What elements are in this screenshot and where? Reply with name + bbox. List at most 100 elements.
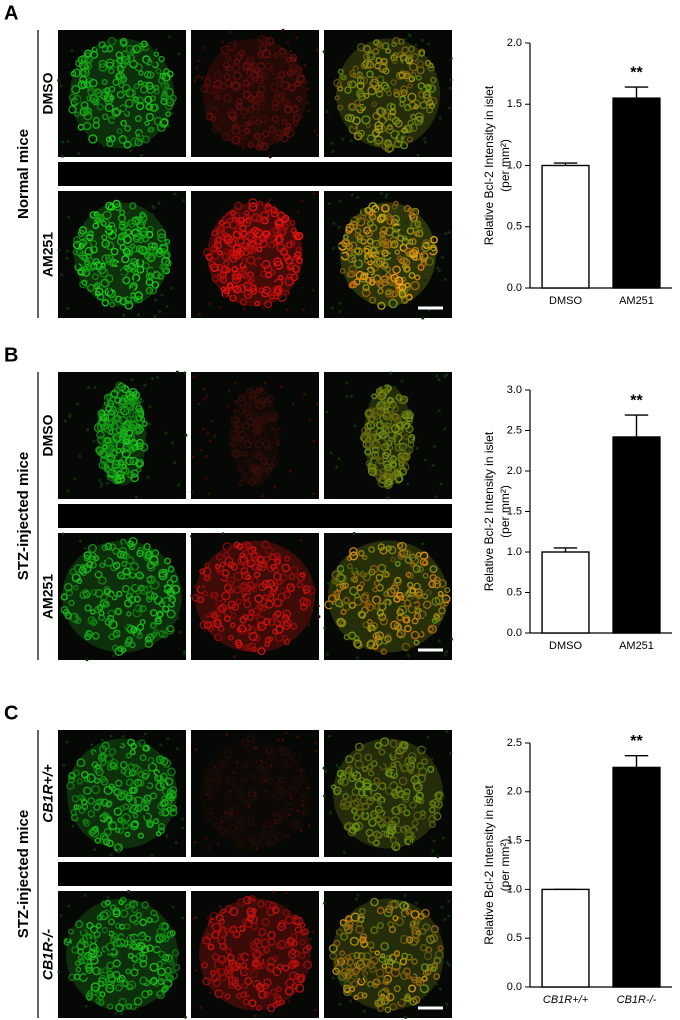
cell — [158, 972, 168, 983]
condition-label: DMSO — [40, 72, 56, 114]
background-speck — [224, 223, 228, 227]
cell — [413, 103, 419, 110]
cell — [138, 213, 148, 223]
background-speck — [374, 400, 378, 403]
cell — [60, 593, 68, 601]
background-speck — [323, 901, 327, 905]
cell — [409, 826, 418, 835]
cell — [98, 614, 105, 622]
background-speck — [298, 70, 302, 74]
background-speck — [100, 421, 104, 425]
cell — [246, 625, 257, 635]
y-tick-label: 0.5 — [507, 586, 522, 598]
background-speck — [123, 623, 127, 627]
cell — [273, 260, 284, 270]
background-speck — [67, 904, 71, 908]
background-speck — [386, 496, 390, 500]
micrograph — [58, 370, 188, 499]
channel-label: Bcl-2 — [238, 865, 272, 881]
cell — [117, 406, 126, 414]
cell — [275, 832, 285, 842]
cell — [379, 763, 387, 771]
cell — [150, 914, 160, 923]
cell — [401, 642, 411, 652]
background-speck — [276, 621, 280, 625]
background-speck — [225, 638, 229, 642]
cell — [205, 112, 214, 121]
cell — [237, 284, 247, 293]
cell — [106, 45, 114, 53]
background-speck — [406, 482, 410, 486]
cell — [256, 246, 263, 253]
background-speck — [291, 402, 295, 406]
cell — [108, 633, 116, 641]
background-speck — [391, 752, 395, 756]
cell — [253, 571, 261, 578]
background-speck — [381, 271, 385, 275]
background-speck — [229, 812, 233, 816]
cell — [137, 832, 145, 839]
cell — [246, 915, 254, 923]
cell — [416, 60, 425, 68]
cell — [281, 118, 288, 125]
cell — [250, 943, 259, 952]
micrograph — [324, 371, 452, 500]
cell — [327, 594, 337, 603]
background-speck — [220, 90, 224, 94]
background-speck — [106, 481, 109, 485]
background-speck — [427, 42, 430, 46]
cell — [360, 433, 369, 442]
cell — [94, 570, 103, 579]
cell — [108, 976, 117, 985]
background-speck — [205, 792, 209, 796]
cell — [336, 565, 345, 573]
cell — [430, 236, 438, 244]
background-speck — [104, 556, 108, 560]
background-speck — [410, 748, 414, 752]
cell — [91, 46, 98, 53]
cell — [348, 826, 357, 834]
cell — [277, 939, 287, 950]
cell — [237, 407, 245, 415]
cell — [410, 909, 420, 919]
cell — [291, 105, 299, 113]
cell — [98, 752, 106, 760]
y-axis-unit: (per mm²) — [498, 839, 512, 892]
cell — [379, 823, 389, 833]
cell — [257, 647, 266, 656]
cell — [67, 775, 76, 784]
background-speck — [106, 230, 110, 234]
cell — [82, 57, 92, 67]
cell — [141, 772, 149, 780]
cell — [92, 273, 99, 281]
background-speck — [289, 564, 293, 567]
cell — [202, 590, 209, 597]
background-speck — [448, 963, 451, 967]
cell — [83, 819, 91, 827]
cell — [235, 424, 245, 434]
cell — [387, 396, 394, 404]
cell — [131, 390, 141, 400]
cell — [145, 819, 155, 829]
cell — [167, 767, 176, 777]
background-speck — [232, 771, 236, 775]
cell — [106, 453, 116, 462]
cell — [236, 815, 244, 823]
background-speck — [411, 103, 415, 107]
cell — [364, 253, 371, 260]
background-speck — [299, 963, 303, 967]
cell — [140, 945, 150, 954]
cell — [139, 442, 149, 452]
background-speck — [122, 542, 126, 546]
cell — [226, 282, 234, 289]
background-speck — [337, 766, 341, 770]
cell — [251, 546, 257, 552]
cell — [113, 807, 123, 816]
cell — [126, 54, 135, 63]
cell — [220, 815, 227, 822]
background-speck — [199, 448, 203, 452]
cell — [92, 116, 100, 124]
background-speck — [124, 964, 128, 968]
cell — [162, 605, 170, 613]
cell — [293, 254, 300, 261]
